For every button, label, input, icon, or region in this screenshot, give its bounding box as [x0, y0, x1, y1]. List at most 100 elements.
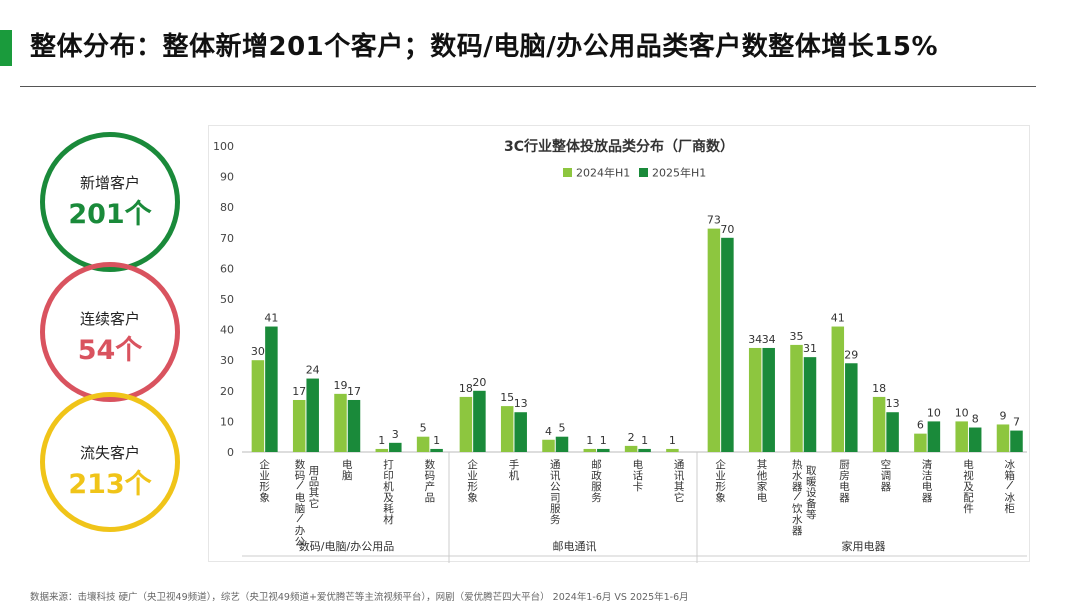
category-label: 形 [259, 481, 270, 493]
category-label: 象 [259, 492, 270, 504]
y-tick-label: 80 [220, 201, 234, 214]
group-label: 家用电器 [842, 539, 886, 553]
legend-label: 2024年H1 [576, 166, 630, 180]
bar [748, 347, 762, 452]
category-label: 业 [259, 470, 270, 482]
bar [514, 412, 527, 452]
category-label: 通 [550, 459, 561, 471]
bar-chart-svg: 0 10 20 30 40 50 60 70 80 90 100 3C行业整体投放品类分布（厂商数） 2… [213, 138, 1027, 563]
data-label: 20 [472, 376, 486, 389]
data-label: 19 [334, 379, 348, 392]
data-label: 5 [559, 422, 566, 435]
category-label: 手 [509, 458, 520, 471]
category-label: 房 [839, 469, 850, 482]
bar [927, 421, 941, 452]
category-label: 空 [881, 458, 892, 471]
bar [790, 344, 803, 452]
data-label: 15 [500, 391, 514, 404]
category-label: 企 [715, 458, 726, 471]
group-label: 数码/电脑/办公用品 [299, 540, 394, 553]
category-label: 家 [757, 480, 768, 493]
data-label: 41 [264, 312, 278, 325]
category-label: 器 [839, 492, 850, 504]
data-label: 3 [392, 428, 399, 441]
category-label: 配 [963, 492, 974, 504]
category-label: 脑 [342, 469, 353, 482]
bar [831, 326, 845, 452]
y-tick-label: 90 [220, 171, 234, 184]
data-label: 18 [459, 382, 473, 395]
category-label: 电 [922, 480, 933, 493]
category-label: 器 [792, 525, 803, 537]
category-label: 电 [963, 458, 974, 471]
category-label: 冰 [1005, 458, 1016, 471]
category-label: 水 [792, 514, 803, 526]
bar [968, 427, 982, 452]
data-label: 41 [831, 312, 845, 325]
lost-customers-label: 流失客户 [79, 444, 140, 462]
bar [375, 448, 389, 452]
chart-title: 3C行业整体投放品类分布（厂商数） [504, 138, 734, 155]
lost-customers-circle [40, 392, 180, 532]
category-label: 讯 [550, 469, 561, 482]
category-label: 他 [757, 469, 768, 482]
data-label: 2 [628, 431, 635, 444]
legend-swatch [639, 168, 648, 177]
category-label: 通 [674, 459, 685, 471]
y-tick-label: 100 [213, 140, 234, 153]
category-label: 耗 [383, 503, 394, 515]
category-label: 热 [792, 458, 803, 471]
lost-customers-value: 213个 [68, 469, 152, 500]
bar [803, 357, 817, 452]
category-label: 箱 [1005, 469, 1016, 482]
bar [500, 406, 514, 452]
data-label: 17 [347, 385, 361, 398]
category-label: 形 [467, 481, 478, 493]
category-label-slash [1006, 480, 1014, 490]
category-label: 码 [425, 470, 436, 482]
data-label: 1 [641, 434, 648, 447]
data-label: 8 [972, 413, 979, 426]
bar [459, 396, 473, 452]
bar [845, 363, 858, 452]
bar [251, 360, 265, 452]
y-tick-label: 20 [220, 385, 234, 398]
legend-swatch [563, 168, 572, 177]
category-label: 暖 [806, 475, 817, 488]
data-label: 1 [669, 434, 676, 447]
category-label: 件 [963, 503, 974, 515]
category-label-slash [296, 480, 304, 490]
bar [872, 396, 886, 452]
continuing-customers-label: 连续客户 [79, 310, 140, 328]
data-label: 34 [762, 333, 776, 346]
data-label: 30 [251, 345, 265, 358]
data-label: 13 [514, 397, 528, 410]
bar [292, 399, 306, 452]
y-tick-label: 60 [220, 262, 234, 275]
category-label: 讯 [674, 469, 685, 482]
category-label: 厨 [839, 459, 850, 471]
data-label: 7 [1013, 416, 1020, 429]
data-label: 13 [886, 397, 900, 410]
y-tick-label: 10 [220, 415, 234, 428]
data-label: 35 [790, 330, 804, 343]
y-tick-label: 70 [220, 232, 234, 245]
bar [624, 445, 638, 452]
bar [542, 439, 555, 452]
title-divider [20, 86, 1036, 87]
data-label: 1 [378, 434, 385, 447]
bar [914, 433, 927, 452]
category-label: 品 [309, 476, 320, 488]
bar [583, 448, 597, 452]
category-label: 打 [383, 458, 394, 471]
bar [389, 442, 402, 452]
category-label: 业 [467, 470, 478, 482]
data-label: 5 [420, 422, 427, 435]
category-label: 业 [715, 470, 726, 482]
data-label: 31 [803, 342, 817, 355]
data-label: 10 [955, 406, 969, 419]
title-accent-bar [0, 30, 12, 66]
category-label: 柜 [1005, 502, 1016, 515]
bar [721, 237, 734, 452]
category-label-slash [296, 513, 304, 523]
